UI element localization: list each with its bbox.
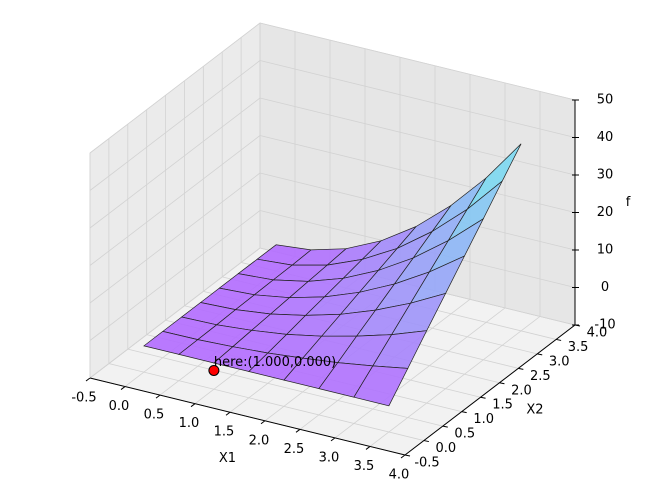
grid-line xyxy=(259,172,576,251)
x-tick xyxy=(225,411,231,416)
grid-line xyxy=(89,135,261,266)
y-tick xyxy=(537,353,543,356)
grid-line xyxy=(259,22,576,101)
y-tick xyxy=(404,454,411,457)
annotation-point xyxy=(208,364,220,376)
x-tick xyxy=(85,377,91,382)
x-tick-label: 0.0 xyxy=(109,399,130,414)
z-tick-label: 0 xyxy=(601,280,609,295)
z-tick-label: 30 xyxy=(597,168,614,183)
x-tick xyxy=(330,437,336,442)
x-tick-label: -0.5 xyxy=(71,391,96,406)
grid-line xyxy=(259,60,576,138)
z-tick-label: 10 xyxy=(597,243,614,258)
y-tick-label: 1.5 xyxy=(492,398,513,413)
axis-line xyxy=(404,324,576,456)
grid-line xyxy=(334,307,506,439)
y-tick xyxy=(480,396,486,399)
y-tick-label: 2.5 xyxy=(530,369,551,384)
x-tick xyxy=(120,386,126,390)
y-tick-label: -0.5 xyxy=(414,456,439,471)
x-tick-label: 3.5 xyxy=(354,459,375,474)
y-tick-label: 4.0 xyxy=(587,326,608,341)
axis-line xyxy=(89,377,406,456)
y-tick-label: 0.5 xyxy=(454,427,475,442)
x-tick-label: 2.0 xyxy=(249,433,270,448)
z-tick-label: -10 xyxy=(594,318,615,333)
y-tick-label: 2.0 xyxy=(511,383,532,398)
x-tick-label: 1.0 xyxy=(179,416,200,431)
x-tick-label: 2.5 xyxy=(284,442,305,457)
z-tick-label: 40 xyxy=(597,130,614,145)
y-tick xyxy=(499,382,505,385)
grid-line xyxy=(89,97,261,229)
y-tick-label: 3.5 xyxy=(568,340,589,355)
grid-line xyxy=(369,316,541,447)
x-tick xyxy=(365,446,371,450)
annotation-text: here:(1.000,0.000) xyxy=(214,355,336,370)
grid-line xyxy=(108,363,424,441)
grid-line xyxy=(89,210,261,341)
x-tick-label: 0.5 xyxy=(144,408,165,423)
y-tick xyxy=(518,367,524,370)
grid-line xyxy=(259,97,576,176)
grid-line xyxy=(89,247,261,379)
grid-line xyxy=(259,135,576,213)
y-tick-label: 3.0 xyxy=(549,354,570,369)
x-tick xyxy=(400,454,406,459)
z-tick-label: 50 xyxy=(597,93,614,108)
y-axis-label: X2 xyxy=(526,403,543,418)
x-tick xyxy=(190,403,196,408)
z-tick-label: 20 xyxy=(597,205,614,220)
grid-line xyxy=(89,22,261,154)
grid-line xyxy=(127,348,443,427)
x-tick xyxy=(155,394,161,399)
x-axis-label: X1 xyxy=(219,451,236,466)
grid-line xyxy=(89,172,261,304)
x-tick-label: 1.5 xyxy=(214,425,235,440)
x-tick xyxy=(295,428,301,433)
y-tick xyxy=(461,411,467,414)
y-tick-label: 0.0 xyxy=(436,441,457,456)
y-tick xyxy=(423,440,429,443)
y-tick xyxy=(556,338,562,341)
x-tick-label: 4.0 xyxy=(389,468,410,483)
y-tick-label: 1.0 xyxy=(473,412,494,427)
surface-patch xyxy=(353,365,409,407)
x-tick-label: 3.0 xyxy=(319,450,340,465)
z-axis-label: f xyxy=(626,195,631,210)
x-tick xyxy=(260,420,266,425)
grid-line xyxy=(89,60,261,191)
y-tick xyxy=(442,425,448,428)
